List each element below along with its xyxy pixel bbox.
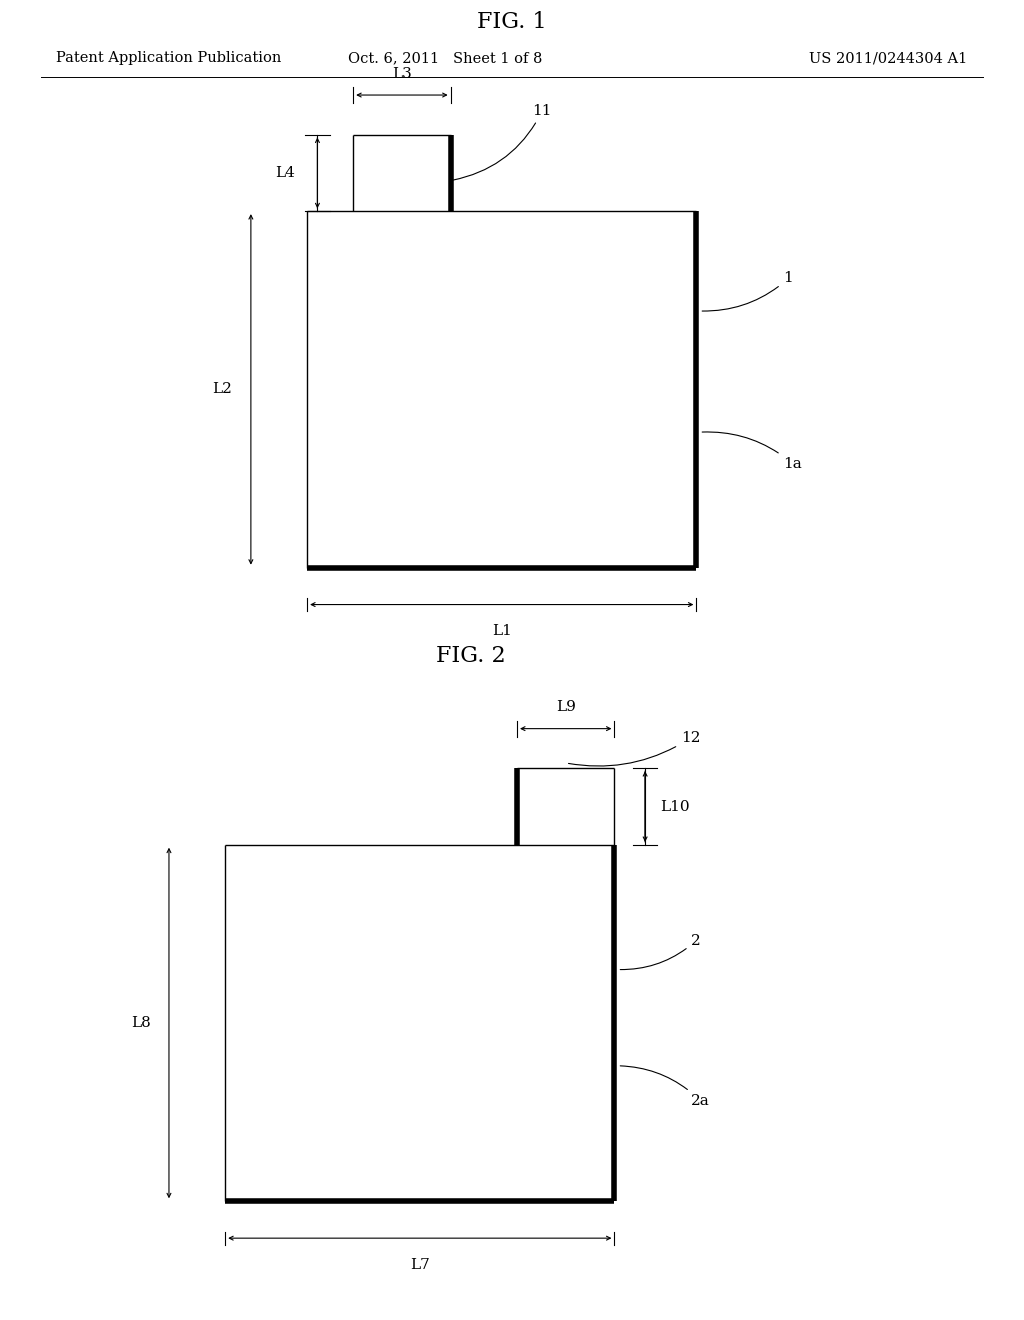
Text: L3: L3 bbox=[392, 66, 412, 81]
Text: 2a: 2a bbox=[621, 1065, 710, 1107]
Text: 1a: 1a bbox=[702, 432, 802, 471]
Text: US 2011/0244304 A1: US 2011/0244304 A1 bbox=[809, 51, 968, 65]
Text: L10: L10 bbox=[660, 800, 690, 813]
Text: L1: L1 bbox=[492, 624, 512, 639]
Text: L4: L4 bbox=[275, 166, 295, 180]
Text: 12: 12 bbox=[568, 731, 700, 766]
Text: 1: 1 bbox=[702, 272, 794, 312]
Text: 11: 11 bbox=[454, 104, 552, 180]
Text: L8: L8 bbox=[131, 1016, 151, 1030]
Text: FIG. 1: FIG. 1 bbox=[477, 12, 547, 33]
Text: 2: 2 bbox=[621, 933, 701, 970]
Text: Patent Application Publication: Patent Application Publication bbox=[56, 51, 282, 65]
Text: L7: L7 bbox=[410, 1258, 430, 1272]
Text: Oct. 6, 2011   Sheet 1 of 8: Oct. 6, 2011 Sheet 1 of 8 bbox=[348, 51, 543, 65]
Text: L2: L2 bbox=[213, 383, 232, 396]
Text: L9: L9 bbox=[556, 700, 575, 714]
Text: FIG. 2: FIG. 2 bbox=[436, 645, 506, 667]
